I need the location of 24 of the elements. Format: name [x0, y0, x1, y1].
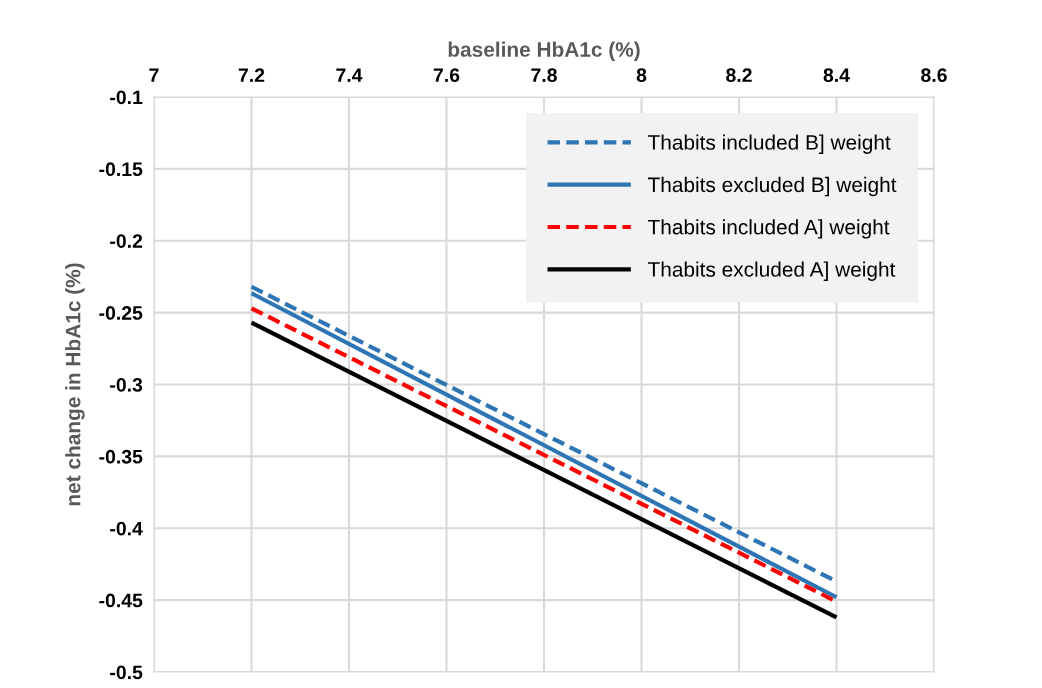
x-axis-title: baseline HbA1c (%) [448, 41, 640, 61]
y-tick-label: -0.2 [110, 234, 143, 248]
legend-label: Thabits excluded A] weight [648, 261, 896, 281]
y-tick-label: -0.15 [99, 162, 143, 177]
x-tick-label: 7.2 [238, 68, 265, 82]
y-tick-label: -0.25 [99, 306, 143, 320]
x-tick-label: 7.8 [531, 68, 557, 83]
x-tick-label: 8 [636, 68, 647, 83]
x-tick-label: 7.6 [433, 68, 460, 83]
x-tick-label: 7 [149, 68, 159, 82]
y-tick-label: -0.35 [99, 449, 143, 464]
x-tick-label: 8.6 [921, 68, 947, 83]
x-tick-label: 7.4 [336, 68, 363, 82]
y-tick-label: -0.4 [110, 521, 143, 536]
legend-label: Thabits included A] weight [648, 219, 890, 239]
y-tick-label: -0.5 [110, 665, 143, 680]
legend-label: Thabits included B] weight [648, 134, 891, 154]
y-tick-label: -0.3 [110, 377, 143, 392]
x-tick-label: 8.4 [823, 68, 850, 83]
y-tick-label: -0.1 [110, 90, 143, 105]
y-axis-title: net change in HbA1c (%) [65, 263, 85, 506]
y-tick-label: -0.45 [99, 593, 143, 608]
legend-label: Thabits excluded B] weight [648, 176, 897, 197]
x-tick-label: 8.2 [726, 68, 752, 83]
